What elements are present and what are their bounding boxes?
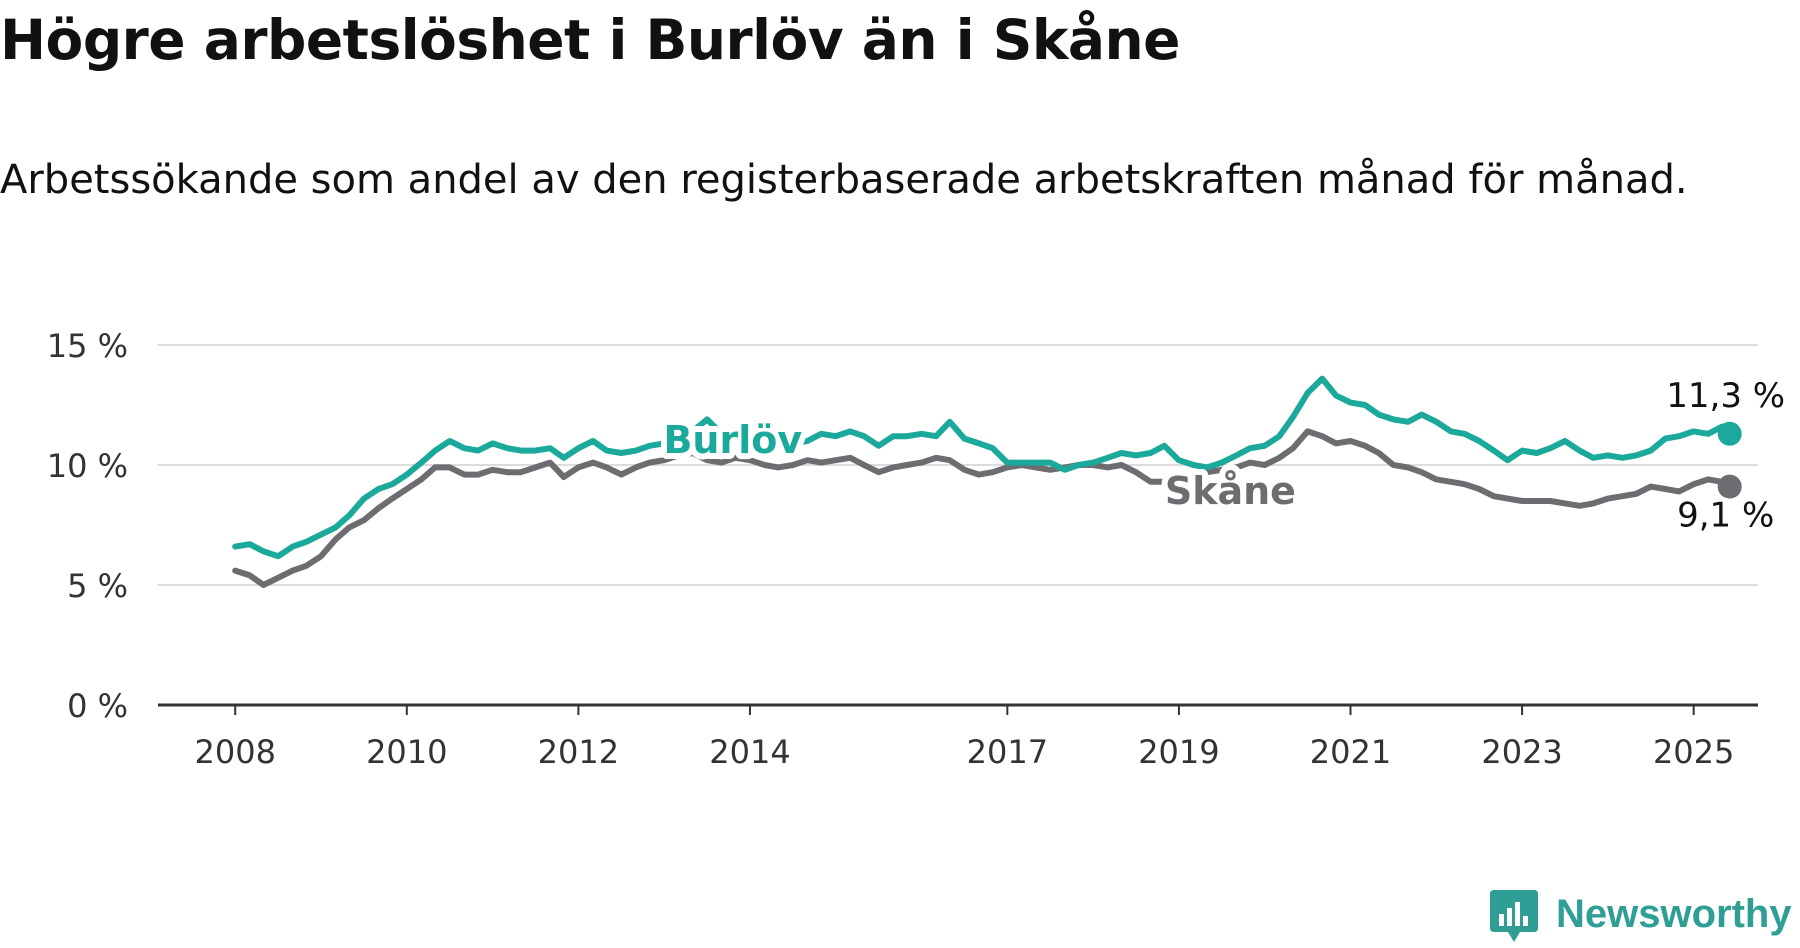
y-tick-label: 10 % bbox=[47, 447, 128, 485]
y-tick-label: 0 % bbox=[67, 687, 128, 725]
newsworthy-logo: Newsworthy bbox=[1488, 888, 1792, 944]
newsworthy-logo-icon bbox=[1490, 890, 1538, 942]
brand-name: Newsworthy bbox=[1556, 892, 1792, 936]
x-tick-label: 2023 bbox=[1481, 733, 1562, 771]
series-label-skane: Skåne bbox=[1165, 469, 1296, 513]
series-line-burlöv bbox=[232, 375, 1733, 560]
end-label-burlov: 11,3 % bbox=[1666, 376, 1785, 416]
series-end-marker-burlöv bbox=[1717, 421, 1742, 446]
x-tick-label: 2014 bbox=[709, 733, 790, 771]
x-tick-label: 2008 bbox=[194, 733, 275, 771]
series-label-burlov: Burlöv bbox=[663, 418, 802, 462]
x-tick-label: 2010 bbox=[366, 733, 447, 771]
x-tick-label: 2019 bbox=[1138, 733, 1219, 771]
y-axis-tick-labels: 0 % 5 % 10 % 15 % bbox=[47, 327, 128, 725]
x-tick-label: 2012 bbox=[538, 733, 619, 771]
x-tick-label: 2021 bbox=[1310, 733, 1391, 771]
x-tick-label: 2025 bbox=[1653, 733, 1734, 771]
y-tick-label: 5 % bbox=[67, 567, 128, 605]
chart-subtitle: Arbetssökande som andel av den registerb… bbox=[0, 157, 1688, 203]
series-end-marker-skåne bbox=[1717, 474, 1742, 499]
x-axis: 2008 2010 2012 2014 2017 2019 2021 2023 2025 bbox=[158, 703, 1758, 771]
x-tick-label: 2017 bbox=[967, 733, 1048, 771]
chart-title: Högre arbetslöshet i Burlöv än i Skåne bbox=[0, 8, 1181, 72]
end-label-skane: 9,1 % bbox=[1677, 496, 1774, 536]
series-line-skåne bbox=[232, 428, 1733, 588]
series-labels: Burlöv Skåne 11,3 % 9,1 % bbox=[657, 372, 1789, 540]
series-lines bbox=[232, 375, 1742, 588]
y-tick-label: 15 % bbox=[47, 327, 128, 365]
